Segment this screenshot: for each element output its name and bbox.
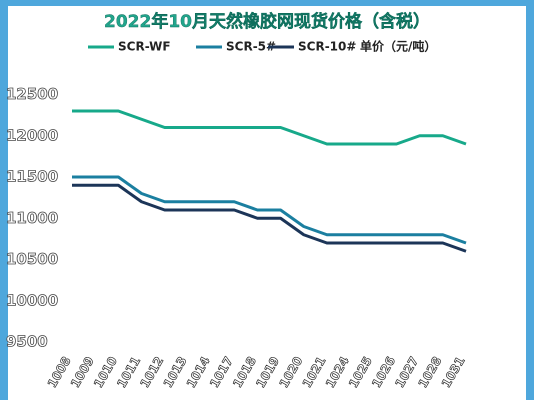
y-tick-label: 12500 [6,85,58,103]
y-tick-label: 9500 [6,333,48,351]
legend-label: SCR-5# [226,40,276,54]
left-border [0,0,8,400]
right-border [526,0,534,400]
series-line [72,183,467,253]
y-tick-label: 10000 [6,291,58,309]
legend-label: SCR-WF [118,40,171,54]
y-tick-label: 12000 [6,126,58,144]
y-tick-label: 10500 [6,250,58,268]
unit-label: 单价（元/吨） [360,39,436,54]
y-tick-label: 11000 [6,209,58,227]
legend-label: SCR-10# [298,40,356,54]
chart-title: 2022年10月天然橡胶网现货价格（含税） [104,11,430,32]
y-tick-label: 11500 [6,168,58,186]
legend: SCR-WF SCR-5# SCR-10# [88,40,356,54]
top-border [0,0,534,6]
series-line [72,109,467,146]
series-line [72,175,467,245]
